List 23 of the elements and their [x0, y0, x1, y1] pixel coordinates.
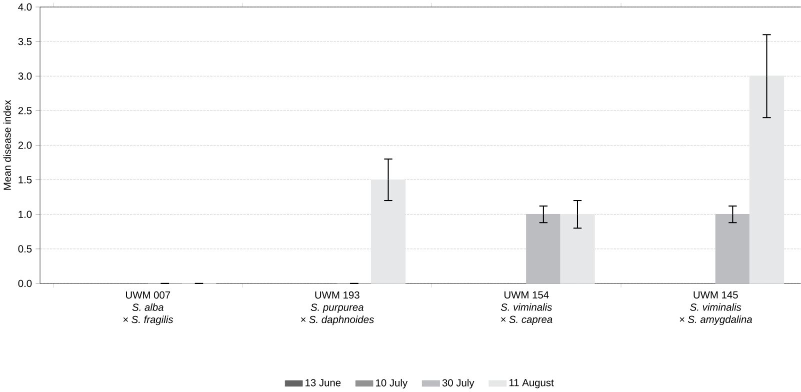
- y-tick-label: 0.0: [18, 280, 32, 288]
- y-axis-title: Mean disease index: [3, 100, 11, 190]
- legend-label: 11 August: [509, 379, 554, 388]
- y-tick-label: 3.0: [18, 72, 32, 80]
- bar: [370, 179, 406, 284]
- x-tick-label: UWM 154 S. viminalis × S. caprea: [500, 291, 552, 326]
- x-tick-label: UWM 145 S. viminalis × S. amygdalina: [680, 291, 752, 326]
- legend-label: 30 July: [442, 378, 474, 388]
- legend-label: 13 June: [306, 379, 341, 386]
- y-tick-label: 1.5: [18, 176, 32, 184]
- bar: [715, 214, 750, 284]
- y-tick-label: 3.5: [18, 38, 32, 46]
- bar: [526, 214, 561, 284]
- legend-label: 10 July: [376, 378, 408, 388]
- x-tick-label: UWM 193 S. purpurea × S. daphnoides: [301, 291, 374, 326]
- y-tick-label: 4.0: [18, 3, 32, 11]
- x-tick-label: UWM 007 S. alba × S. fragilis: [123, 291, 174, 326]
- y-tick-label: 2.5: [18, 107, 32, 114]
- y-tick-label: 1.0: [18, 210, 32, 218]
- bar: [749, 76, 784, 284]
- y-tick-label: 0.5: [18, 245, 32, 253]
- y-tick-label: 2.0: [18, 142, 32, 149]
- bar: [560, 214, 595, 284]
